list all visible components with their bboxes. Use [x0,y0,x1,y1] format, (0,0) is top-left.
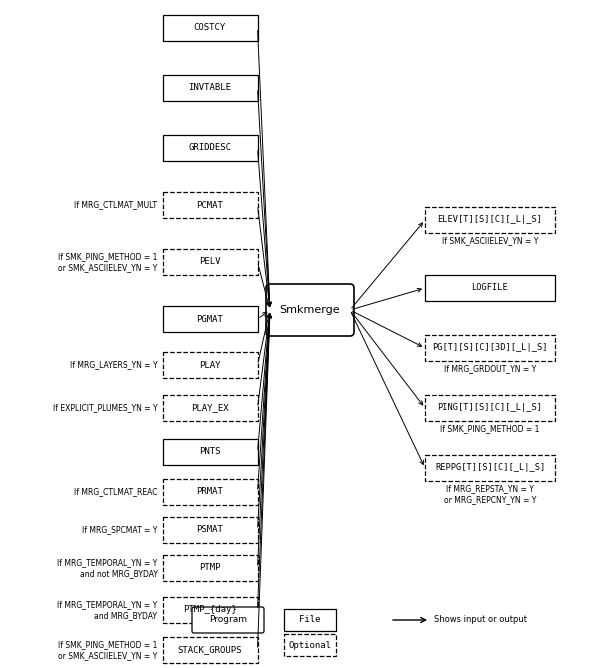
Text: If EXPLICIT_PLUMES_YN = Y: If EXPLICIT_PLUMES_YN = Y [53,403,157,413]
FancyBboxPatch shape [163,439,258,465]
FancyBboxPatch shape [284,634,336,656]
Text: If MRG_TEMPORAL_YN = Y
and not MRG_BYDAY: If MRG_TEMPORAL_YN = Y and not MRG_BYDAY [57,558,157,578]
Text: Optional: Optional [289,641,331,649]
Text: PLAY: PLAY [199,361,221,369]
Text: GRIDDESC: GRIDDESC [188,144,232,152]
FancyBboxPatch shape [163,75,258,101]
Text: If SMK_PING_METHOD = 1
or SMK_ASCIIELEV_YN = Y: If SMK_PING_METHOD = 1 or SMK_ASCIIELEV_… [58,252,157,272]
Text: If MRG_CTLMAT_REAC: If MRG_CTLMAT_REAC [74,488,157,496]
Text: If SMK_PING_METHOD = 1
or SMK_ASCIIELEV_YN = Y: If SMK_PING_METHOD = 1 or SMK_ASCIIELEV_… [58,640,157,660]
FancyBboxPatch shape [163,395,258,421]
Text: Program: Program [209,615,247,625]
Text: If MRG_TEMPORAL_YN = Y
and MRG_BYDAY: If MRG_TEMPORAL_YN = Y and MRG_BYDAY [57,600,157,620]
Text: If MRG_GRDOUT_YN = Y: If MRG_GRDOUT_YN = Y [444,364,536,373]
Text: ELEV[T][S][C][_L|_S]: ELEV[T][S][C][_L|_S] [438,216,542,224]
FancyBboxPatch shape [163,555,258,581]
Text: PTMP_{day}: PTMP_{day} [183,605,237,615]
Text: PSMAT: PSMAT [197,526,223,534]
FancyBboxPatch shape [163,135,258,161]
Text: COSTCY: COSTCY [194,23,226,33]
Text: If SMK_PING_METHOD = 1: If SMK_PING_METHOD = 1 [440,424,540,433]
FancyBboxPatch shape [425,275,555,301]
Text: STACK_GROUPS: STACK_GROUPS [178,645,242,655]
Text: PRMAT: PRMAT [197,488,223,496]
FancyBboxPatch shape [425,335,555,361]
FancyBboxPatch shape [163,637,258,663]
Text: PGMAT: PGMAT [197,315,223,323]
FancyBboxPatch shape [163,597,258,623]
Text: PCMAT: PCMAT [197,200,223,210]
FancyBboxPatch shape [284,609,336,631]
Text: INVTABLE: INVTABLE [188,84,232,92]
Text: If MRG_SPCMAT = Y: If MRG_SPCMAT = Y [82,526,157,534]
Text: REPPG[T][S][C][_L|_S]: REPPG[T][S][C][_L|_S] [435,464,545,472]
FancyBboxPatch shape [163,192,258,218]
Text: PTMP: PTMP [199,564,221,572]
FancyBboxPatch shape [425,395,555,421]
Text: File: File [299,615,321,625]
Text: PG[T][S][C][3D][_L|_S]: PG[T][S][C][3D][_L|_S] [432,343,548,353]
Text: If SMK_ASCIIELEV_YN = Y: If SMK_ASCIIELEV_YN = Y [442,236,538,245]
Text: If MRG_CTLMAT_MULT: If MRG_CTLMAT_MULT [74,200,157,210]
Text: If MRG_LAYERS_YN = Y: If MRG_LAYERS_YN = Y [70,361,157,369]
Text: If MRG_REPSTA_YN = Y
or MRG_REPCNY_YN = Y: If MRG_REPSTA_YN = Y or MRG_REPCNY_YN = … [444,484,536,504]
FancyBboxPatch shape [163,517,258,543]
Text: LOGFILE: LOGFILE [472,283,508,293]
Text: PING[T][S][C][_L|_S]: PING[T][S][C][_L|_S] [438,403,542,413]
Text: PLAY_EX: PLAY_EX [191,403,229,413]
FancyBboxPatch shape [163,15,258,41]
FancyBboxPatch shape [425,455,555,481]
FancyBboxPatch shape [425,207,555,233]
FancyBboxPatch shape [163,306,258,332]
FancyBboxPatch shape [266,284,354,336]
FancyBboxPatch shape [163,249,258,275]
Text: Shows input or output: Shows input or output [434,615,527,625]
Text: PELV: PELV [199,257,221,267]
FancyBboxPatch shape [163,479,258,505]
Text: PNTS: PNTS [199,448,221,456]
Text: Smkmerge: Smkmerge [280,305,340,315]
FancyBboxPatch shape [192,607,264,633]
FancyBboxPatch shape [163,352,258,378]
